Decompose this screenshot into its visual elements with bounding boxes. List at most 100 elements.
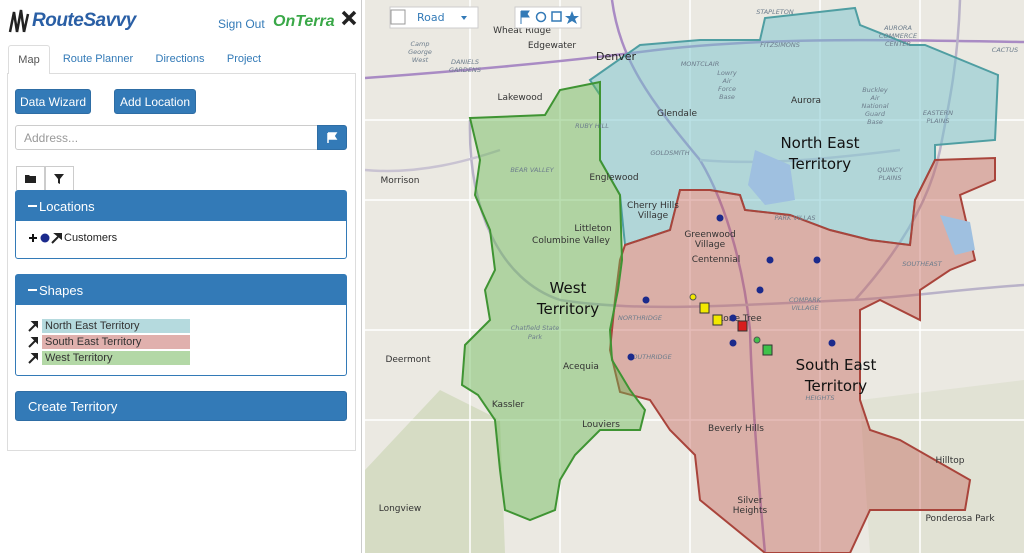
layer-select[interactable]: [389, 6, 479, 29]
map-controls: Road: [389, 6, 582, 29]
search-button[interactable]: [317, 125, 347, 150]
place-label: EASTERN: [923, 109, 953, 117]
place-label: Silver: [737, 496, 763, 506]
place-label: Lowry: [717, 69, 737, 77]
address-input[interactable]: Address...: [15, 125, 318, 150]
draw-rectangle[interactable]: [551, 11, 562, 22]
place-label: Heights: [733, 506, 768, 516]
place-label: Kassler: [492, 400, 525, 410]
place-label: STAPLETON: [756, 8, 794, 16]
customer-marker: [828, 339, 836, 347]
territory-label: South East: [796, 356, 877, 374]
row-icons: [29, 233, 62, 244]
logo-mark: [8, 9, 30, 33]
folder-tab[interactable]: [16, 166, 45, 190]
location-row[interactable]: Customers: [28, 232, 117, 244]
territory-label: West: [550, 279, 587, 297]
brand: OnTerra: [273, 13, 335, 30]
place-label: Village: [695, 240, 726, 250]
place-label: MONTCLAIR: [681, 60, 720, 68]
place-label: DANIELS: [451, 58, 479, 66]
draw-pin[interactable]: [520, 10, 530, 24]
place-label: Littleton: [574, 224, 611, 234]
route-stop: [699, 302, 710, 314]
collapse-icon: [28, 205, 37, 207]
customer-marker: [813, 256, 821, 264]
customer-marker: [766, 256, 774, 264]
flag-icon: [327, 131, 338, 143]
customer-marker: [729, 314, 737, 322]
customer-marker: [642, 296, 650, 304]
tab[interactable]: Map: [8, 45, 50, 74]
place-label: Ponderosa Park: [925, 514, 995, 524]
place-label: West: [412, 56, 429, 64]
route-stop: [712, 314, 723, 326]
place-label: George: [408, 48, 432, 56]
create-territory-button[interactable]: Create Territory: [15, 391, 347, 421]
shapes-header[interactable]: Shapes: [16, 275, 346, 305]
place-label: SOUTHEAST: [902, 260, 943, 268]
tab-content: Data Wizard Add Location Address... Loca…: [7, 73, 356, 451]
tab[interactable]: Route Planner: [62, 53, 134, 65]
place-label: Lone Tree: [718, 314, 762, 324]
place-label: RUBY HILL: [575, 122, 609, 130]
shape-row[interactable]: South East Territory: [28, 335, 190, 349]
close-button[interactable]: [340, 9, 358, 27]
territory-south-east[interactable]: [608, 156, 996, 553]
place-label: Morrison: [381, 176, 420, 186]
place-label: PARK VILLAS: [774, 214, 815, 222]
place-label: Englewood: [589, 173, 638, 183]
place-label: Columbine Valley: [532, 236, 611, 246]
place-label: COMPARK: [789, 296, 822, 304]
place-label: Force: [718, 85, 736, 93]
place-label: National: [861, 102, 888, 110]
wrench-icon: [28, 337, 38, 348]
filter-tab[interactable]: [45, 166, 74, 190]
panel-title: Shapes: [39, 282, 84, 298]
territory-label: North East: [780, 134, 859, 152]
place-label: Longview: [379, 504, 422, 514]
panel-title: Locations: [39, 198, 95, 214]
tab[interactable]: Project: [226, 53, 262, 65]
close-icon: [341, 10, 357, 26]
place-label: Guard: [865, 110, 886, 118]
shape-label: West Territory: [42, 351, 190, 365]
place-label: PLAINS: [927, 117, 950, 125]
map[interactable]: Wheat Ridge Edgewater Denver Lakewood Glenda…: [365, 0, 1024, 553]
place-label: Air: [722, 77, 733, 85]
add-location-button[interactable]: Add Location: [114, 89, 196, 114]
place-label: Air: [870, 94, 881, 102]
place-label: Hilltop: [935, 456, 964, 466]
sign-out[interactable]: Sign Out: [218, 17, 265, 31]
place-label: Greenwood: [684, 230, 735, 240]
shape-label: North East Territory: [42, 319, 190, 333]
filter-icon: [54, 174, 64, 184]
map-markers: [627, 214, 836, 361]
place-label: CACTUS: [992, 46, 1018, 54]
place-label: Village: [638, 211, 669, 221]
place-label: GOLDSMITH: [650, 149, 689, 157]
place-label: GARDENS: [449, 66, 481, 74]
place-label: Buckley: [862, 86, 888, 94]
place-label: CENTER: [885, 40, 911, 48]
shape-row[interactable]: West Territory: [28, 351, 190, 365]
data-wizard-button[interactable]: Data Wizard: [15, 89, 91, 114]
draw-circle[interactable]: [535, 11, 547, 23]
shape-row[interactable]: North East Territory: [28, 319, 190, 333]
place-label: VILLAGE: [791, 304, 819, 312]
place-label: Cherry Hills: [627, 201, 679, 211]
tab[interactable]: Directions: [155, 53, 205, 65]
wrench-icon: [28, 353, 38, 364]
place-label: BEAR VALLEY: [510, 166, 554, 174]
logo-icon: [8, 8, 30, 34]
territory-label: Territory: [536, 300, 599, 318]
place-label: Chatfield State: [511, 324, 560, 332]
place-label: Aurora: [791, 96, 821, 106]
logo: RouteSavvy: [32, 10, 136, 31]
draw-star[interactable]: [565, 11, 579, 24]
place-label: Louviers: [582, 420, 620, 430]
territory-west[interactable]: [460, 80, 647, 522]
locations-header[interactable]: Locations: [16, 191, 346, 221]
shape-label: South East Territory: [42, 335, 190, 349]
